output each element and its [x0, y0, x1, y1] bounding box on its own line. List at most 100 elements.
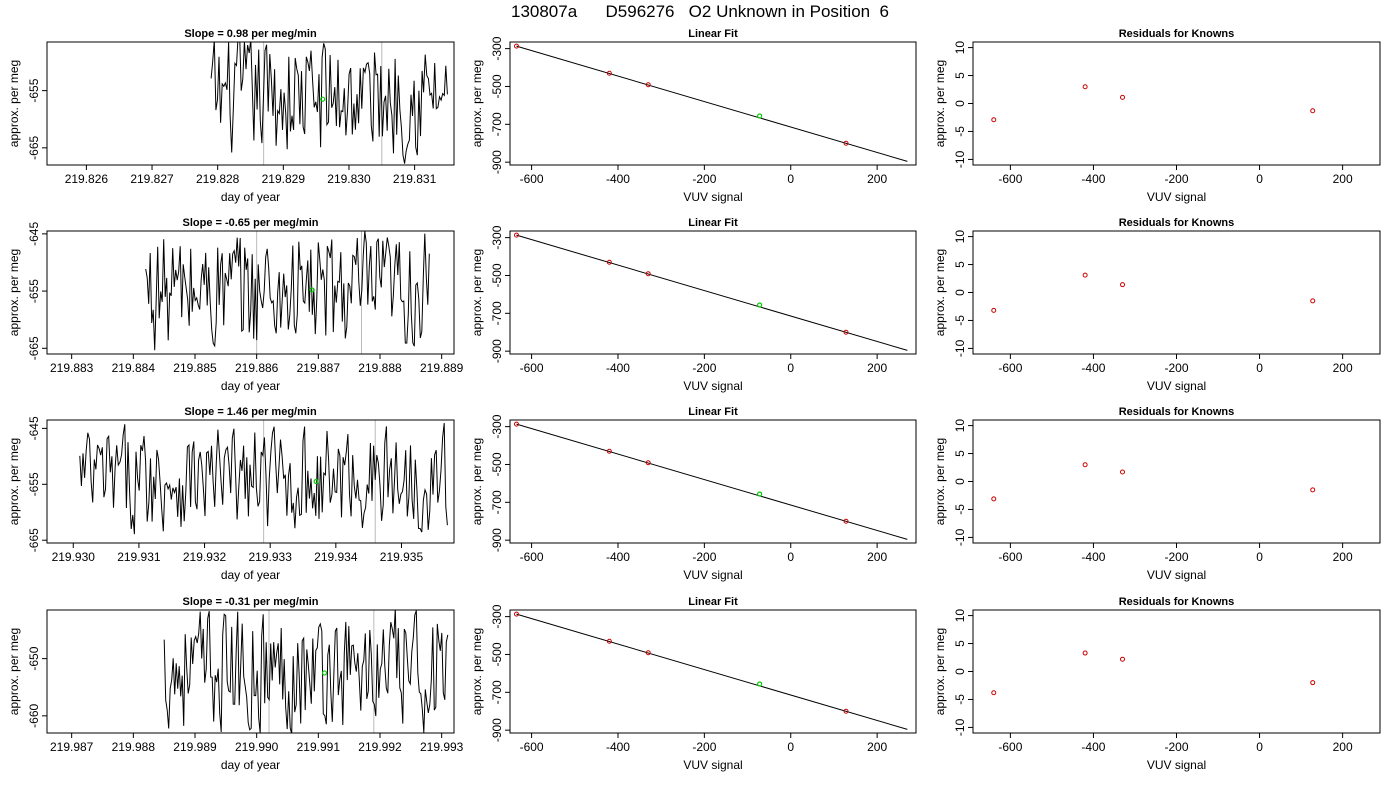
x-tick-label: -200 — [692, 361, 716, 375]
x-tick-label: -600 — [520, 172, 544, 186]
residual-point — [1082, 84, 1088, 90]
x-tick-label: 219.992 — [358, 740, 402, 754]
y-tick-label: -655 — [27, 279, 41, 303]
y-tick-label: -900 — [490, 150, 504, 174]
residuals-panel-2: Residuals for Knowns -600 -400 -200 0 200 10 5 0… — [933, 217, 1381, 393]
x-tick-label: -400 — [606, 172, 630, 186]
y-tick-label: -500 — [490, 74, 504, 98]
x-tick-label: -200 — [1164, 550, 1188, 564]
plot-data — [513, 421, 908, 540]
residual-point — [1310, 487, 1316, 493]
x-tick-label: -200 — [1164, 172, 1188, 186]
x-axis-label: VUV signal — [1147, 758, 1206, 772]
timeseries-panel-3: Slope = 1.46 per meg/min 219.930 219.931 21… — [7, 406, 455, 582]
panel-title: Slope = -0.65 per meg/min — [182, 217, 318, 229]
x-axis-label: day of year — [221, 758, 280, 772]
panel-title: Residuals for Knowns — [1119, 406, 1235, 418]
known-point — [645, 650, 651, 656]
data-trace — [163, 610, 449, 733]
x-tick-label: 200 — [1333, 740, 1353, 754]
residual-point — [1082, 650, 1088, 656]
x-tick-label: 219.829 — [262, 172, 306, 186]
residual-point — [991, 117, 997, 123]
residuals-panel-4: Residuals for Knowns -600 -400 -200 0 200 10 5 0… — [933, 596, 1381, 772]
plot-frame — [972, 609, 1381, 734]
x-tick-label: 219.932 — [183, 550, 227, 564]
x-axis-label: VUV signal — [683, 568, 742, 582]
known-point — [513, 611, 519, 617]
residual-point — [1082, 272, 1088, 278]
x-tick-label: -600 — [998, 550, 1022, 564]
data-trace — [145, 231, 430, 351]
plot-data — [991, 462, 1316, 502]
plot-frame — [509, 41, 917, 166]
residual-point — [1310, 680, 1316, 686]
x-axis-label: VUV signal — [683, 190, 742, 204]
y-tick-label: 0 — [953, 478, 967, 485]
plot-frame — [509, 609, 917, 734]
x-tick-label: -600 — [520, 550, 544, 564]
linear-fit-panel-2: Linear Fit -600 -400 -200 0 200 -300 -500 -700 -9… — [470, 217, 917, 393]
data-trace — [210, 42, 448, 164]
plot-frame — [509, 230, 917, 355]
plot-data — [210, 42, 448, 165]
residual-point — [1310, 108, 1316, 114]
plot-frame — [509, 419, 917, 544]
fit-line — [516, 423, 908, 540]
fit-line — [516, 234, 908, 351]
panel-title: Residuals for Knowns — [1119, 28, 1235, 40]
residual-point — [1120, 469, 1126, 475]
x-tick-label: 200 — [1333, 361, 1353, 375]
y-tick-label: -10 — [953, 718, 967, 736]
y-axis-label: approx. per meg — [470, 438, 484, 525]
y-tick-label: -655 — [27, 472, 41, 496]
fit-line — [516, 45, 908, 162]
x-tick-label: -600 — [998, 172, 1022, 186]
x-tick-label: 219.888 — [358, 361, 402, 375]
unknown-point — [320, 96, 326, 102]
plot-data — [513, 611, 908, 730]
x-tick-label: 0 — [787, 361, 794, 375]
residual-point — [1310, 298, 1316, 304]
y-tick-label: -700 — [490, 112, 504, 136]
plot-data — [79, 420, 448, 543]
panel-title: Slope = 0.98 per meg/min — [184, 28, 317, 40]
x-tick-label: 219.889 — [420, 361, 464, 375]
plot-frame — [46, 609, 455, 734]
y-tick-label: -5 — [953, 315, 967, 326]
y-tick-label: 10 — [953, 419, 967, 433]
y-axis-label: approx. per meg — [933, 628, 947, 715]
x-tick-label: 0 — [787, 550, 794, 564]
y-tick-label: -700 — [490, 680, 504, 704]
x-tick-label: 219.827 — [130, 172, 174, 186]
known-point — [645, 460, 651, 466]
x-axis-label: day of year — [221, 568, 280, 582]
x-tick-label: -200 — [1164, 361, 1188, 375]
x-tick-label: 0 — [787, 172, 794, 186]
timeseries-panel-2: Slope = -0.65 per meg/min 219.883 219.884 2… — [7, 217, 464, 393]
x-tick-label: 0 — [1256, 740, 1263, 754]
residual-point — [991, 307, 997, 313]
y-tick-label: -10 — [953, 528, 967, 546]
panel-title: Linear Fit — [688, 217, 738, 229]
x-tick-label: -200 — [692, 740, 716, 754]
x-tick-label: 219.993 — [420, 740, 464, 754]
x-axis-label: day of year — [221, 379, 280, 393]
known-point — [513, 421, 519, 427]
y-axis-label: approx. per meg — [470, 60, 484, 147]
x-tick-label: 219.828 — [196, 172, 240, 186]
x-tick-label: 0 — [1256, 550, 1263, 564]
plot-data — [991, 272, 1316, 313]
panel-title: Linear Fit — [688, 596, 738, 608]
unknown-point — [321, 670, 328, 676]
timeseries-panel-4: Slope = -0.31 per meg/min 219.987 219.988 2… — [7, 596, 464, 772]
x-tick-label: 219.988 — [112, 740, 156, 754]
y-tick-label: -900 — [490, 339, 504, 363]
x-tick-label: -400 — [1081, 361, 1105, 375]
y-tick-label: 5 — [953, 450, 967, 457]
x-tick-label: -400 — [606, 361, 630, 375]
y-tick-label: -10 — [953, 339, 967, 357]
y-tick-label: -300 — [490, 604, 504, 628]
plot-frame — [972, 230, 1381, 355]
plot-data — [513, 43, 908, 162]
